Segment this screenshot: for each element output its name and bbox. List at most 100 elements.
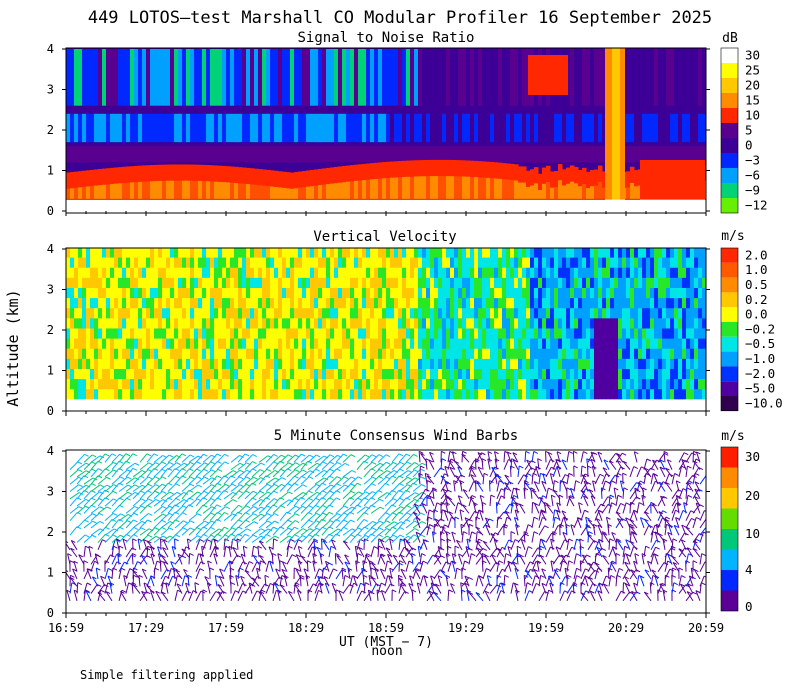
vv-cell [638,248,643,258]
wind-barb [223,470,234,478]
snr-cell [226,49,231,106]
wind-barb-flag [316,546,322,550]
vv-cell [398,317,403,329]
snr-cell [506,49,511,106]
wind-barb [201,546,204,558]
snr-cell [486,113,491,143]
snr-cell [630,166,635,199]
vv-cell [494,267,499,278]
vv-cell [298,267,303,278]
wind-barb [209,469,219,478]
snr-cell [230,146,235,163]
snr-cell [398,113,403,143]
vv-cell [234,317,239,329]
vv-cell [450,388,455,400]
vv-cell [82,368,87,380]
wind-barb-flag [343,505,349,509]
vv-cell [526,287,531,299]
vv-cell [134,348,139,359]
vv-cell [458,358,463,369]
wind-barb [335,453,344,463]
vv-cell [142,388,147,400]
wind-barb [328,497,337,507]
vv-cell [130,358,135,369]
wind-barb [202,520,212,529]
vv-cell [70,307,75,319]
snr-cell [222,113,227,143]
wind-barb [76,470,87,478]
wind-barb-flag [366,553,371,557]
wind-barb [251,561,258,572]
wind-barb [69,497,78,507]
vv-cell [178,358,183,369]
snr-cell [462,176,467,199]
snr-cell [494,113,499,143]
vv-cell [114,348,119,359]
colorbar-label: 5 [745,123,753,138]
vv-cell [606,277,611,288]
vv-cell [634,348,639,359]
vv-cell [270,388,275,400]
snr-cell [142,113,147,143]
vv-cell [82,388,87,400]
wind-barb [295,568,302,580]
wind-barb-flag [162,499,168,503]
vv-cell [146,368,151,380]
vv-cell [110,257,115,268]
vv-cell [422,257,427,268]
vv-cell [606,338,611,349]
snr-cell [262,146,267,163]
wind-barb-flag [148,498,153,502]
wind-barb-flag [239,484,244,488]
vv-cell [690,338,695,349]
snr-cell [66,188,71,199]
vv-cell [146,348,151,359]
wind-barb [217,591,225,602]
wind-barb-flag [112,490,118,494]
wind-barb [97,453,106,463]
vv-cell [150,287,155,299]
wind-barb-flag [140,490,146,494]
vv-cell [286,277,291,288]
vv-cell [222,388,227,400]
vv-cell [538,327,543,339]
vv-cell [106,257,111,268]
wind-barb [202,539,208,551]
vv-cell [294,257,299,268]
wind-barb-flag [350,483,356,487]
wind-barb-flag [133,512,139,516]
vv-cell [334,287,339,299]
vv-cell [374,277,379,288]
vv-cell [522,378,527,390]
snr-cell [658,49,663,106]
snr-cell [310,186,315,199]
vv-cell [458,378,463,390]
vv-cell [242,248,247,258]
vv-cell [206,348,211,359]
vv-cell [182,358,187,369]
vv-cell [610,327,615,339]
vv-cell [110,338,115,349]
vv-cell [490,257,495,268]
snr-cell [650,49,655,106]
vv-cell [174,388,179,400]
vv-cell [246,257,251,268]
wind-barb [111,505,120,514]
vv-cell [542,388,547,400]
snr-cell [374,49,379,106]
vv-cell [534,307,539,319]
vv-cell [166,317,171,329]
wind-barb-flag [273,461,278,465]
snr-cell [502,113,507,143]
vv-cell [570,368,575,380]
vv-cell [658,327,663,339]
vv-cell [698,338,703,349]
snr-cell [218,146,223,163]
vv-cell [66,348,71,359]
snr-cell [570,146,575,163]
vv-cell [66,368,71,380]
vv-cell [382,338,387,349]
snr-cell [286,113,291,143]
vv-cell [590,277,595,288]
vv-cell [378,338,383,349]
